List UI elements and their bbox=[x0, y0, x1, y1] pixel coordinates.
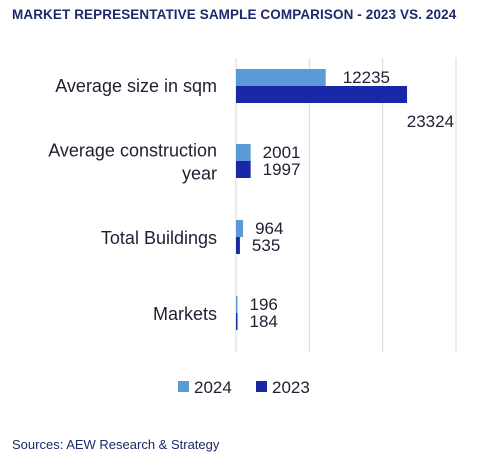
bar-2024-3 bbox=[236, 296, 238, 313]
bar-2024-2 bbox=[236, 220, 244, 237]
value-label-2024-0: 12235 bbox=[343, 68, 390, 87]
chart-title: MARKET REPRESENTATIVE SAMPLE COMPARISON … bbox=[12, 7, 457, 22]
bar-2023-0 bbox=[236, 86, 408, 103]
bar-2024-0 bbox=[236, 69, 326, 86]
value-label-2023-1: 1997 bbox=[263, 160, 301, 179]
legend-swatch-2023 bbox=[256, 381, 267, 392]
value-label-2024-2: 964 bbox=[255, 219, 283, 238]
value-label-2024-1: 2001 bbox=[263, 143, 301, 162]
category-label-1-1: year bbox=[182, 164, 217, 184]
bar-2023-3 bbox=[236, 313, 238, 330]
category-label-2-0: Total Buildings bbox=[101, 228, 217, 248]
bar-2023-1 bbox=[236, 161, 251, 178]
bar-2024-1 bbox=[236, 144, 251, 161]
category-label-1-0: Average construction bbox=[48, 141, 217, 161]
category-label-3-0: Markets bbox=[153, 304, 217, 324]
bar-2023-2 bbox=[236, 237, 240, 254]
source-note: Sources: AEW Research & Strategy bbox=[12, 437, 220, 452]
legend-label-2023: 2023 bbox=[272, 378, 310, 397]
value-label-2024-3: 196 bbox=[250, 295, 278, 314]
value-label-2023-2: 535 bbox=[252, 236, 280, 255]
legend-label-2024: 2024 bbox=[194, 378, 232, 397]
category-label-0-0: Average size in sqm bbox=[55, 76, 217, 96]
value-label-2023-3: 184 bbox=[250, 312, 278, 331]
value-label-2023-0: 23324 bbox=[407, 112, 454, 131]
legend-swatch-2024 bbox=[178, 381, 189, 392]
